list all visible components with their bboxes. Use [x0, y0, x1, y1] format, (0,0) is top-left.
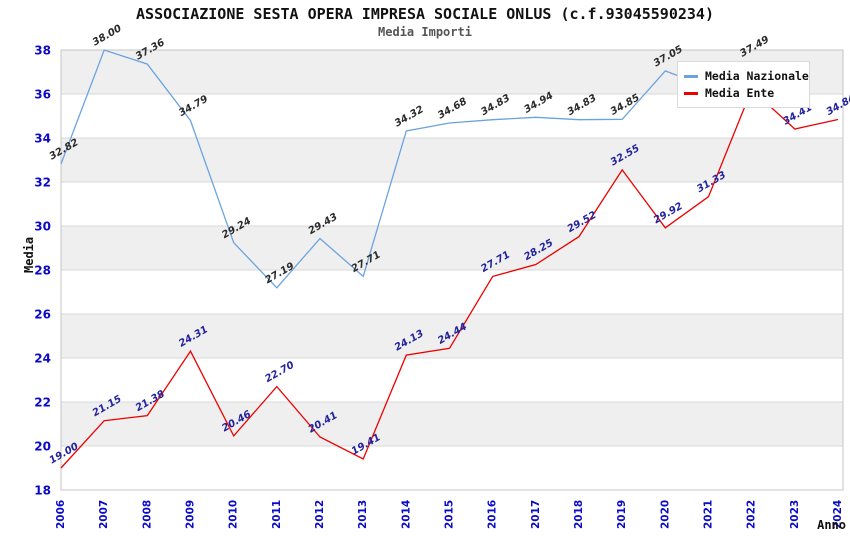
x-tick-label: 2007	[98, 500, 110, 529]
band-layer	[61, 50, 843, 490]
y-tick-label: 30	[34, 220, 51, 234]
plot-band	[61, 402, 843, 446]
plot-border	[60, 49, 844, 491]
chart-title: ASSOCIAZIONE SESTA OPERA IMPRESA SOCIALE…	[136, 5, 714, 23]
series-line-ente	[60, 88, 839, 469]
legend-item-media-ente[interactable]: Media Ente	[684, 85, 803, 101]
x-tick-label: 2017	[530, 500, 542, 529]
x-tick-label: 2013	[357, 500, 369, 529]
plot-band	[61, 446, 843, 490]
plot-band	[61, 138, 843, 182]
x-tick-label: 2010	[228, 500, 240, 529]
y-tick-label: 22	[34, 396, 51, 410]
chart-subtitle: Media Importi	[378, 25, 472, 39]
x-axis-title: Anno	[817, 518, 846, 532]
y-axis-title: Media	[22, 237, 36, 273]
x-tick-label: 2011	[271, 500, 283, 529]
x-tick-label: 2009	[185, 500, 197, 529]
y-tick-label: 32	[34, 176, 51, 190]
x-tick-label: 2006	[55, 500, 67, 529]
x-tick-label: 2018	[573, 500, 585, 529]
x-tick-label: 2016	[487, 500, 499, 529]
x-tick-label: 2023	[789, 500, 801, 529]
y-tick-label: 18	[34, 484, 51, 498]
x-tick-label: 2012	[314, 500, 326, 529]
legend-item-media-nazionale[interactable]: Media Nazionale	[684, 68, 809, 84]
series-layer	[60, 49, 839, 469]
plot-band	[61, 314, 843, 358]
y-tick-label: 36	[34, 88, 51, 102]
series-line-nazionale	[60, 49, 753, 289]
y-tick-label: 34	[34, 132, 51, 146]
x-tick-label: 2015	[444, 500, 456, 529]
x-tick-label: 2020	[659, 500, 671, 529]
plot-band	[61, 182, 843, 226]
y-tick-label: 38	[34, 44, 51, 58]
y-tick-label: 26	[34, 308, 51, 322]
plot-band	[61, 358, 843, 402]
y-tick-label: 20	[34, 440, 51, 454]
x-tick-label: 2008	[141, 500, 153, 529]
legend: Media Nazionale Media Ente	[677, 61, 810, 108]
grid-layer	[60, 49, 844, 491]
y-tick-label: 28	[34, 264, 51, 278]
y-tick-label: 24	[34, 352, 51, 366]
x-tick-label: 2019	[616, 500, 628, 529]
x-tick-label: 2024	[832, 500, 844, 529]
ente-line-swatch-icon	[684, 91, 698, 95]
plot-band	[61, 270, 843, 314]
x-tick-label: 2022	[746, 500, 758, 529]
plot-band	[61, 226, 843, 270]
legend-label: Media Ente	[705, 86, 775, 100]
data-label: 38.00	[91, 23, 124, 48]
x-tick-label: 2014	[400, 500, 412, 529]
x-tick-label: 2021	[703, 500, 715, 529]
legend-label: Media Nazionale	[705, 69, 809, 83]
nazionale-line-swatch-icon	[684, 74, 698, 78]
